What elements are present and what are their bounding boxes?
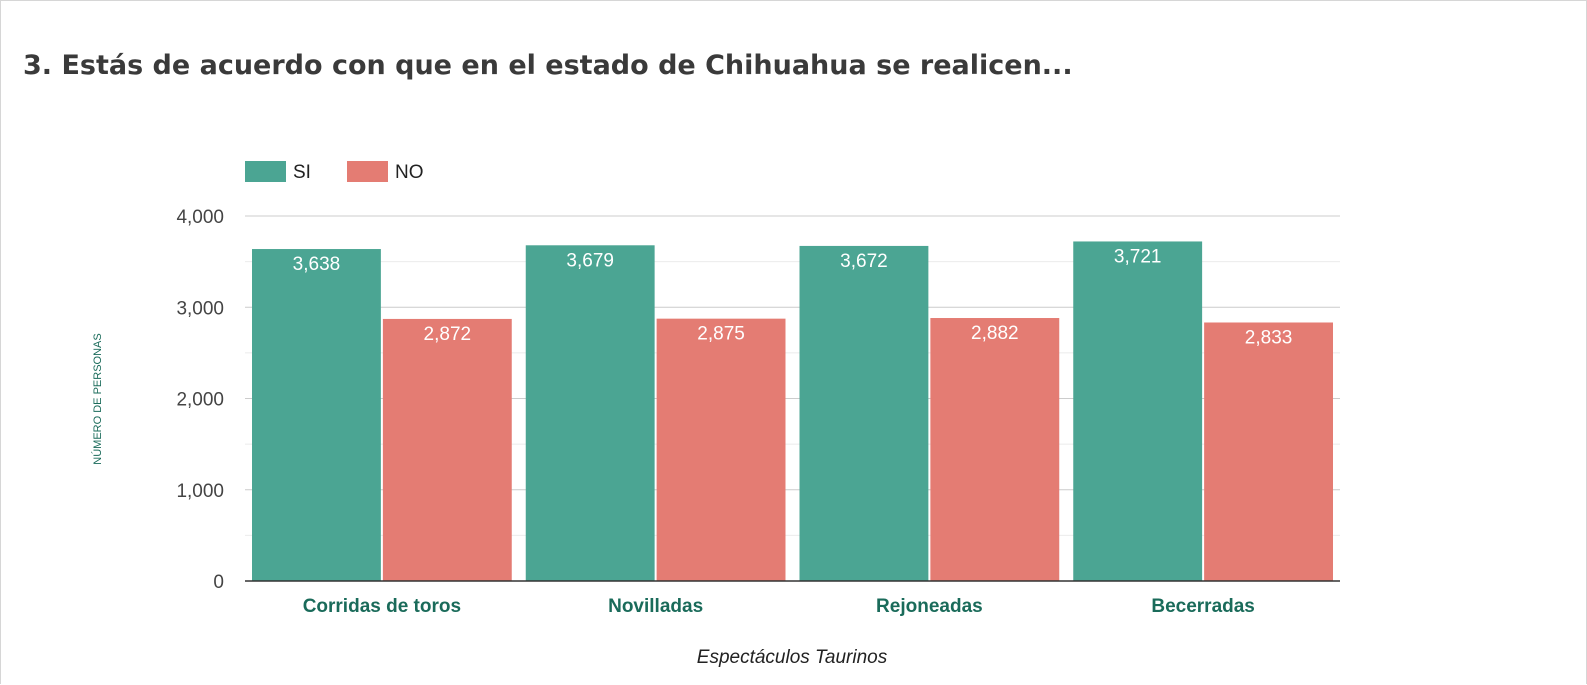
x-axis-title: Espectáculos Taurinos bbox=[697, 647, 888, 668]
x-category-label: Becerradas bbox=[1151, 596, 1255, 617]
y-tick-label: 0 bbox=[213, 572, 224, 593]
y-tick-label: 1,000 bbox=[176, 481, 224, 502]
bar-no bbox=[382, 318, 512, 581]
data-label: 3,679 bbox=[566, 250, 614, 271]
bar-si bbox=[525, 245, 655, 581]
question-title: 3. Estás de acuerdo con que en el estado… bbox=[23, 50, 1073, 81]
bar-no bbox=[1204, 322, 1333, 581]
legend-label-si: SI bbox=[293, 162, 311, 183]
x-category-label: Rejoneadas bbox=[876, 596, 983, 617]
bar-no bbox=[656, 318, 786, 581]
data-label: 2,875 bbox=[697, 324, 745, 345]
data-label: 2,833 bbox=[1245, 327, 1293, 348]
y-tick-label: 4,000 bbox=[176, 207, 224, 228]
y-axis-title: NÚMERO DE PERSONAS bbox=[91, 333, 104, 464]
data-label: 3,638 bbox=[293, 254, 341, 275]
y-tick-label: 2,000 bbox=[176, 390, 224, 411]
data-label: 3,672 bbox=[840, 251, 888, 272]
bar-si bbox=[1073, 241, 1203, 582]
data-label: 2,872 bbox=[424, 324, 472, 345]
data-label: 3,721 bbox=[1114, 246, 1162, 267]
bar-si bbox=[252, 249, 381, 581]
legend-label-no: NO bbox=[395, 162, 424, 183]
legend-swatch-si bbox=[245, 161, 286, 182]
y-tick-label: 3,000 bbox=[176, 298, 224, 319]
data-label: 2,882 bbox=[971, 323, 1019, 344]
bar-no bbox=[930, 318, 1060, 581]
x-category-label: Novilladas bbox=[608, 596, 703, 617]
legend-swatch-no bbox=[347, 161, 388, 182]
x-category-label: Corridas de toros bbox=[303, 596, 461, 617]
bar-si bbox=[799, 245, 929, 581]
